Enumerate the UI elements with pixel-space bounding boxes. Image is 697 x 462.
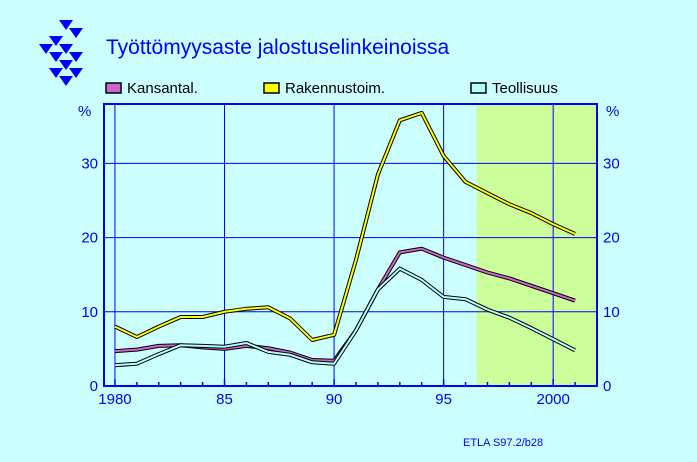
series-line-teollisuus (114, 267, 576, 367)
series-line-rakennustoim- (114, 111, 576, 341)
logo-triangle (69, 52, 83, 62)
legend-label: Kansantal. (127, 80, 198, 97)
legend-item: Teollisuus (470, 80, 558, 97)
x-tick-label: 2000 (536, 391, 569, 408)
legend-swatch (470, 82, 487, 94)
logo-triangle (69, 28, 83, 38)
plot-area: 0 0 10 10 20 20 30 30 1980 85 90 95 2000 (81, 103, 620, 408)
y-tick-label-right: 30 (603, 155, 620, 172)
legend-swatch (105, 82, 122, 94)
logo-triangle (59, 76, 73, 86)
legend-label: Teollisuus (492, 80, 558, 97)
y-tick-label-left: 30 (81, 155, 98, 172)
legend-item: Kansantal. (105, 80, 198, 97)
logo-triangle (59, 20, 73, 30)
x-tick-label: 1980 (98, 391, 131, 408)
x-tick-label: 85 (216, 391, 233, 408)
y-tick-label-left: 20 (81, 230, 98, 247)
source-note: ETLA S97.2/b28 (463, 437, 543, 449)
legend-swatch (263, 82, 280, 94)
logo-triangle (59, 60, 73, 70)
logo-triangle (49, 36, 63, 46)
logo-triangle (59, 44, 73, 54)
legend: Kansantal. Rakennustoim. Teollisuus (105, 80, 558, 97)
x-tick-label: 95 (435, 391, 452, 408)
y-tick-label-left: 10 (81, 304, 98, 321)
y-axis-left-unit: % (78, 103, 91, 120)
plot-frame (103, 103, 598, 387)
legend-item: Rakennustoim. (263, 80, 385, 97)
logo-triangle (69, 68, 83, 78)
y-tick-label-right: 0 (603, 378, 611, 395)
logo-triangle (39, 44, 53, 54)
y-tick-label-right: 20 (603, 230, 620, 247)
y-axis-right-unit: % (606, 103, 619, 120)
chart-title: Työttömyysaste jalostuselinkeinoissa (106, 36, 449, 59)
x-tick-label: 90 (326, 391, 343, 408)
forecast-region (476, 104, 597, 386)
logo-triangle (49, 68, 63, 78)
y-tick-label-right: 10 (603, 304, 620, 321)
etla-logo (39, 20, 83, 86)
y-tick-label-left: 0 (90, 378, 98, 395)
logo-triangle (49, 52, 63, 62)
legend-label: Rakennustoim. (285, 80, 385, 97)
